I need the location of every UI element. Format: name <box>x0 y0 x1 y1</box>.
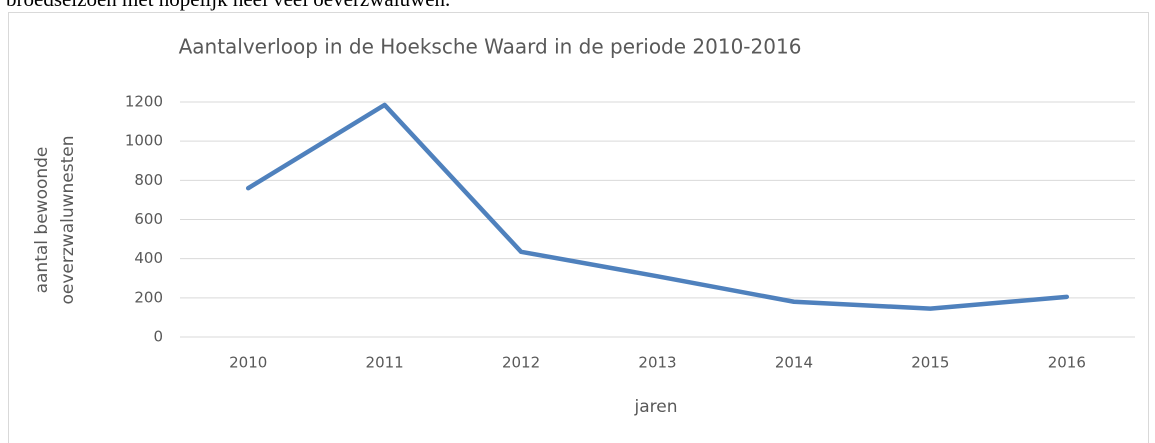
y-tick-label: 800 <box>134 171 163 189</box>
y-tick-label: 600 <box>134 210 163 228</box>
x-tick-label: 2012 <box>502 354 540 372</box>
x-tick-label: 2015 <box>911 354 949 372</box>
y-tick-label: 1000 <box>125 132 163 150</box>
y-axis-label-line: aantal bewoonde <box>32 147 52 294</box>
x-tick-label: 2010 <box>229 354 267 372</box>
chart-frame <box>8 12 1149 443</box>
x-tick-label: 2016 <box>1048 354 1086 372</box>
x-tick-label: 2011 <box>366 354 404 372</box>
y-axis-label: aantal bewoonde oeverzwaluwnesten <box>32 135 78 304</box>
data-line <box>245 102 1070 311</box>
y-tick-label: 400 <box>134 249 163 267</box>
y-tick-label: 1200 <box>125 93 163 111</box>
x-tick-label: 2013 <box>638 354 676 372</box>
y-tick-label: 0 <box>153 328 163 346</box>
document-text: broedseizoen met hopelijk heel veel oeve… <box>6 0 450 11</box>
chart-title: Aantalverloop in de Hoeksche Waard in de… <box>179 35 802 59</box>
y-axis-label-line: oeverzwaluwnesten <box>58 135 78 304</box>
x-tick-label: 2014 <box>775 354 813 372</box>
y-tick-label: 200 <box>134 288 163 306</box>
x-axis-label: jaren <box>634 397 678 417</box>
